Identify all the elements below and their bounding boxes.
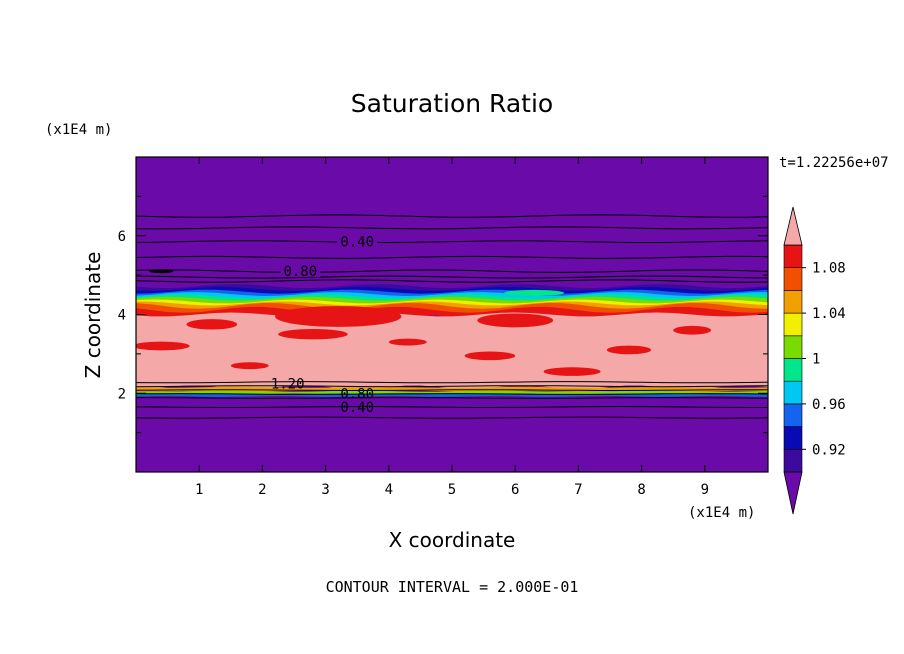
colorbar-label-0.92: 0.92 [812, 442, 846, 458]
red-patch-2 [477, 313, 554, 328]
red-patch-3 [136, 341, 190, 351]
x-tick-label-7: 7 [574, 482, 582, 498]
colorbar-swatch-1.00-1.02 [783, 335, 803, 359]
contour-line-6 [136, 279, 768, 283]
contour-blob [149, 269, 174, 274]
plot-fields: 0.400.801.200.800.40 [136, 157, 768, 472]
colorbar-upper-arrow [783, 206, 803, 246]
y-unit-label: (x1E4 m) [45, 122, 112, 138]
contour-line-8 [136, 385, 768, 388]
contour-line-12 [136, 405, 768, 408]
red-patch-0 [186, 319, 238, 330]
contour-line-7 [136, 381, 768, 384]
y-tick-label-4: 4 [118, 308, 126, 324]
contour-interval-label: CONTOUR INTERVAL = 2.000E-01 [326, 578, 579, 596]
y-tick-label-6: 6 [118, 229, 126, 245]
axes: 1 2 3 4 5 6 7 8 9 2 4 6 [118, 156, 769, 498]
y-axis-title: Z coordinate [81, 252, 105, 379]
red-patch-7 [388, 338, 427, 346]
x-tick-label-2: 2 [258, 482, 266, 498]
contour-line-9 [136, 389, 768, 391]
contour-line-13 [136, 416, 768, 419]
y-tick-label-2: 2 [118, 386, 126, 402]
lower-green [136, 390, 768, 395]
red-patch-1 [275, 306, 402, 327]
x-tick-label-8: 8 [637, 482, 645, 498]
colorbar-swatch-1.06-1.08 [783, 267, 803, 291]
colorbar-swatch-0.90-0.92 [783, 448, 803, 473]
x-axis-title: X coordinate [389, 528, 516, 552]
contour-line-5 [136, 275, 768, 279]
contour-line-11 [136, 397, 768, 399]
x-tick-label-6: 6 [511, 482, 519, 498]
colorbar-swatch-0.98-1.00 [783, 358, 803, 382]
red-patch-9 [543, 367, 601, 376]
contour-line-2 [136, 240, 768, 243]
colorbar-label-1.08: 1.08 [812, 261, 846, 277]
red-patch-6 [606, 345, 652, 355]
contour-label-4: 0.40 [340, 400, 374, 416]
chart-title: Saturation Ratio [351, 89, 553, 118]
contour-label-2: 1.20 [271, 376, 305, 392]
x-unit-label: (x1E4 m) [688, 505, 755, 521]
colorbar-swatch-1.04-1.06 [783, 290, 803, 314]
contour-label-0: 0.40 [340, 235, 374, 251]
x-tick-label-4: 4 [385, 482, 393, 498]
x-tick-label-9: 9 [701, 482, 709, 498]
contour-line-1 [136, 226, 768, 230]
contour-line-0 [136, 214, 768, 218]
contour-label-bg-0 [337, 233, 378, 248]
colorbar-label-1: 1 [812, 352, 820, 368]
colorbar-label-0.96: 0.96 [812, 397, 846, 413]
timestamp-label: t=1.22256e+07 [779, 155, 889, 171]
colorbar-lower-arrow [783, 471, 803, 515]
contour-line-3 [136, 255, 768, 259]
colorbar-swatch-0.92-0.94 [783, 426, 803, 450]
colorbar-label-1.04: 1.04 [812, 306, 846, 322]
green-lens [504, 289, 565, 296]
colorbar-swatch-1.02-1.04 [783, 312, 803, 337]
plot-area: 0.400.801.200.800.40 [136, 157, 768, 472]
colorbar-swatch-0.94-0.96 [783, 403, 803, 427]
x-tick-label-1: 1 [195, 482, 203, 498]
red-patch-4 [278, 328, 348, 340]
contour-label-bg-1 [280, 263, 321, 278]
contour-label-3: 0.80 [340, 386, 374, 402]
x-tick-label-3: 3 [321, 482, 329, 498]
red-patch-8 [673, 325, 712, 335]
contour-label-1: 0.80 [283, 264, 317, 280]
colorbar-swatch-1.08-1.10 [783, 244, 803, 269]
colorbar-swatch-0.96-0.98 [783, 380, 803, 405]
contour-line-10 [136, 393, 768, 395]
colorbar: 0.92 0.96 1 1.04 1.08 [783, 206, 846, 515]
contour-line-4 [136, 269, 768, 273]
red-patch-5 [464, 351, 516, 361]
x-tick-label-5: 5 [448, 482, 456, 498]
red-patch-10 [230, 362, 269, 370]
